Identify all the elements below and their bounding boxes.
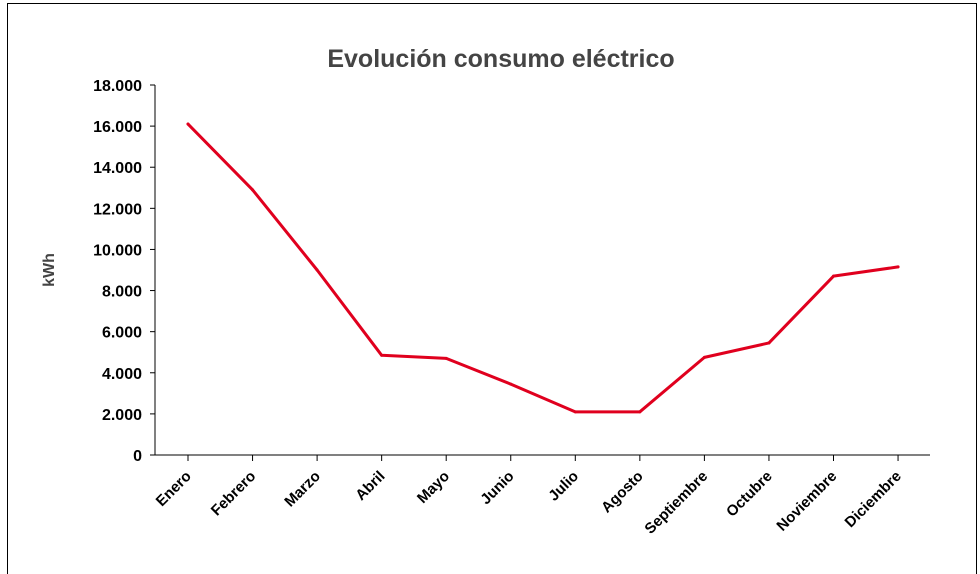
data-point — [702, 355, 706, 359]
data-point — [638, 410, 642, 414]
data-point — [896, 265, 900, 269]
chart-frame — [7, 3, 977, 574]
x-tick-label: Septiembre — [641, 468, 711, 538]
y-tick-label: 2.000 — [102, 407, 142, 424]
y-tick-label: 6.000 — [102, 325, 142, 342]
x-tick-label: Junio — [477, 468, 517, 508]
y-axis-ticks: 0 2.000 4.000 6.000 8.000 10.000 12.000 14.000 1… — [93, 78, 155, 465]
y-tick-label: 18.000 — [93, 78, 142, 95]
x-tick-label: Julio — [545, 468, 582, 505]
axes — [154, 85, 930, 456]
y-tick-label: 14.000 — [93, 160, 142, 177]
x-tick-label: Octubre — [723, 468, 776, 521]
data-point — [767, 341, 771, 345]
y-axis-label: kWh — [41, 253, 58, 287]
series-line — [186, 122, 900, 414]
y-tick-label: 0 — [133, 448, 142, 465]
x-tick-label: Agosto — [598, 468, 647, 517]
x-axis-ticks: Enero Febrero Marzo Abril Mayo Junio Julio Agos… — [153, 455, 905, 538]
y-tick-label: 4.000 — [102, 366, 142, 383]
data-point — [444, 356, 448, 360]
y-tick-label: 12.000 — [93, 201, 142, 218]
series — [186, 122, 900, 414]
data-point — [315, 268, 319, 272]
x-tick-label: Mayo — [414, 468, 453, 507]
data-point — [832, 274, 835, 278]
x-tick-label: Enero — [153, 468, 195, 510]
y-tick-label: 8.000 — [102, 284, 142, 301]
x-tick-label: Noviembre — [773, 468, 840, 535]
y-tick-label: 10.000 — [93, 242, 142, 259]
x-tick-label: Diciembre — [842, 468, 905, 531]
data-point — [380, 353, 384, 357]
y-tick-label: 16.000 — [93, 119, 142, 136]
data-point — [186, 122, 190, 126]
data-point — [251, 188, 255, 192]
data-point — [573, 410, 577, 414]
x-tick-label: Marzo — [281, 468, 324, 511]
chart-title: Evolución consumo eléctrico — [327, 45, 674, 73]
data-point — [509, 382, 513, 386]
x-tick-label: Abril — [352, 468, 388, 504]
x-tick-label: Febrero — [208, 468, 260, 520]
